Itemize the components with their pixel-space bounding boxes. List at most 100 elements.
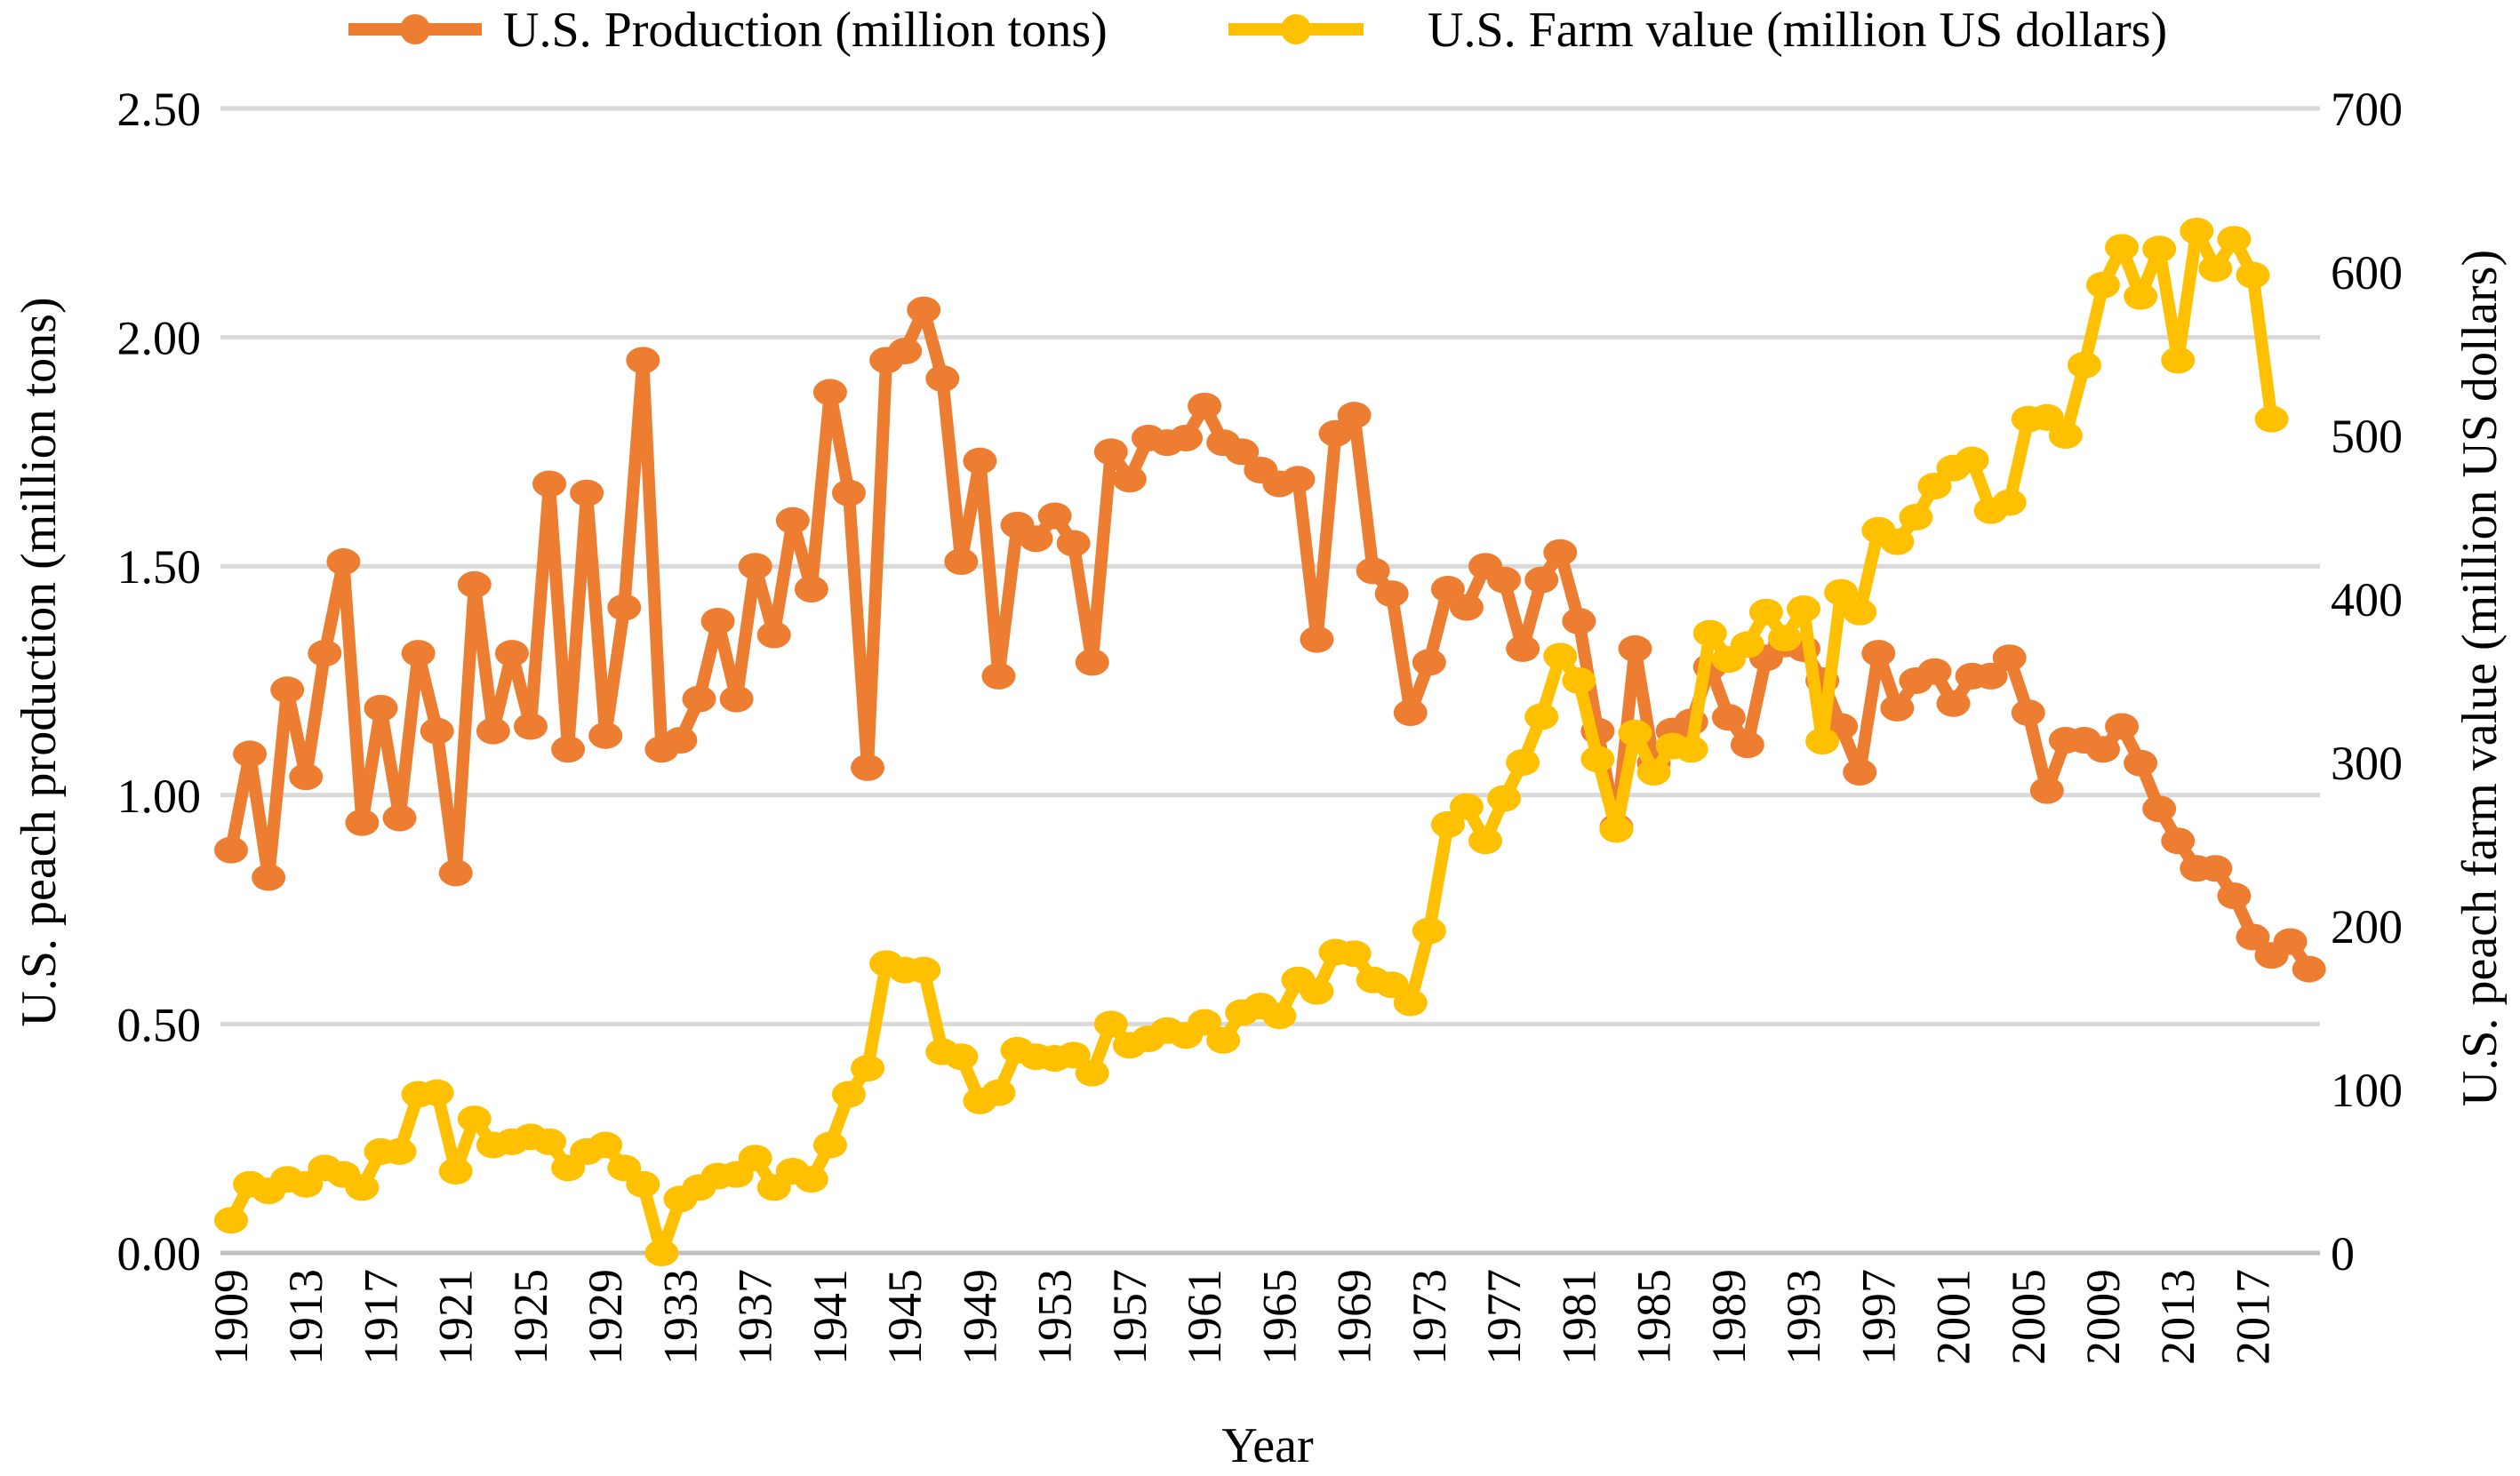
legend-marker-farm-value — [1281, 14, 1311, 44]
data-point — [2180, 218, 2214, 244]
data-point — [1599, 816, 1634, 843]
data-point — [1917, 473, 1952, 500]
series-production — [214, 296, 2326, 983]
data-point — [981, 662, 1016, 690]
x-tick-label: 1961 — [1178, 1269, 1231, 1365]
data-point — [1300, 626, 1334, 653]
data-point — [1449, 793, 1484, 820]
data-point — [738, 553, 772, 580]
data-point — [2161, 827, 2196, 855]
data-point — [420, 1079, 454, 1106]
data-point — [588, 1131, 623, 1159]
data-point — [438, 1158, 473, 1185]
data-point — [1955, 446, 1989, 474]
data-point — [308, 640, 342, 667]
data-point — [345, 809, 380, 836]
data-point — [326, 548, 361, 576]
right-tick-label: 0 — [2331, 1227, 2355, 1281]
data-point — [626, 347, 660, 374]
data-point — [1056, 530, 1091, 557]
data-point — [2161, 347, 2196, 374]
series-farm-value — [214, 218, 2289, 1266]
data-point — [2105, 713, 2140, 740]
data-point — [1093, 1010, 1128, 1038]
data-point — [270, 676, 305, 704]
data-point — [1487, 566, 1522, 594]
data-point — [2273, 928, 2308, 955]
data-point — [1843, 759, 1877, 786]
data-point — [2011, 699, 2045, 727]
x-axis-title: Year — [1221, 1418, 1314, 1473]
data-point — [1056, 1041, 1091, 1069]
x-tick-label: 1949 — [953, 1269, 1006, 1365]
data-point — [1973, 662, 2008, 690]
data-point — [494, 640, 529, 667]
data-point — [2292, 955, 2326, 983]
right-axis-title: U.S. peach farm value (million US dollar… — [2452, 250, 2508, 1106]
x-tick-label: 1929 — [579, 1269, 632, 1365]
data-point — [1262, 1002, 1297, 1030]
data-point — [1412, 917, 1446, 945]
data-point — [513, 713, 548, 740]
data-point — [551, 736, 586, 763]
right-tick-label: 700 — [2331, 83, 2403, 136]
left-tick-label: 0.50 — [117, 998, 202, 1051]
data-point — [888, 338, 923, 365]
gridlines — [220, 106, 2320, 1256]
data-point — [1618, 719, 1652, 746]
data-point — [738, 1145, 772, 1172]
x-tick-label: 2017 — [2226, 1269, 2279, 1365]
data-point — [2086, 736, 2120, 763]
left-axis-ticks: 0.00 0.50 1.00 1.50 2.00 2.50 — [117, 83, 202, 1281]
data-point — [457, 1105, 492, 1133]
data-point — [588, 722, 623, 749]
data-point — [532, 1128, 567, 1155]
legend-label-production: U.S. Production (million tons) — [503, 3, 1108, 58]
x-tick-label: 1933 — [653, 1269, 707, 1365]
data-point — [1374, 971, 1409, 999]
data-point — [1337, 402, 1372, 429]
data-point — [1337, 940, 1372, 968]
data-point — [1748, 598, 1783, 626]
data-point — [457, 570, 492, 598]
data-point — [1936, 690, 1971, 717]
data-point — [1524, 566, 1559, 594]
x-tick-label: 1909 — [204, 1269, 258, 1365]
data-point — [981, 1079, 1016, 1106]
data-point — [775, 507, 810, 534]
x-tick-label: 2005 — [2002, 1269, 2055, 1365]
data-point — [1075, 1059, 1109, 1087]
x-tick-label: 1945 — [878, 1269, 932, 1365]
left-tick-label: 1.00 — [117, 770, 202, 823]
data-point — [626, 1170, 660, 1198]
data-point — [438, 859, 473, 887]
x-tick-label: 1953 — [1028, 1269, 1082, 1365]
data-point — [644, 1240, 679, 1266]
x-axis-ticks: 1909 1913 1917 1921 1925 1929 1933 1937 1941 1945… — [204, 1269, 2279, 1365]
data-point — [1506, 749, 1540, 776]
data-point — [682, 685, 716, 713]
data-point — [812, 1131, 847, 1159]
data-point — [1843, 598, 1877, 626]
data-point — [2217, 226, 2252, 253]
data-point — [1767, 625, 1802, 652]
x-tick-label: 2009 — [2076, 1269, 2130, 1365]
data-point — [1412, 649, 1446, 676]
data-point — [700, 608, 735, 635]
x-tick-label: 1989 — [1702, 1269, 1756, 1365]
x-tick-label: 1985 — [1628, 1269, 1681, 1365]
left-tick-label: 2.50 — [117, 83, 202, 136]
data-point — [1992, 644, 2027, 672]
data-point — [1730, 631, 1764, 658]
data-point — [1543, 642, 1578, 670]
x-tick-label: 1917 — [354, 1269, 407, 1365]
x-tick-label: 1957 — [1103, 1269, 1156, 1365]
data-point — [1449, 594, 1484, 621]
data-point — [1580, 746, 1615, 773]
data-point — [1636, 759, 1671, 786]
data-point — [2086, 271, 2120, 299]
data-point — [1711, 704, 1746, 731]
data-point — [2198, 255, 2233, 283]
data-point — [1225, 438, 1260, 466]
